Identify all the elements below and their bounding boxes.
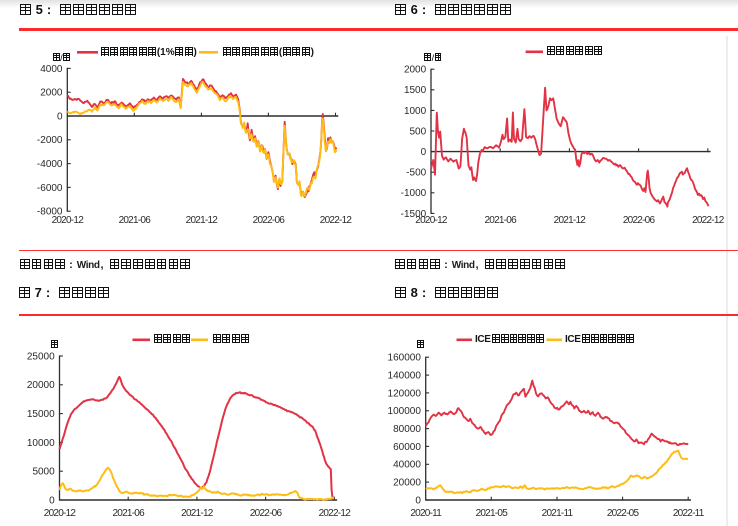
svg-text:-1000: -1000 <box>401 188 427 199</box>
svg-text:2000: 2000 <box>40 88 63 99</box>
svg-text:2022-06: 2022-06 <box>253 215 286 226</box>
svg-text:2021-12: 2021-12 <box>554 215 587 226</box>
svg-text:2020-12: 2020-12 <box>44 508 77 519</box>
svg-text:80000: 80000 <box>393 424 421 435</box>
svg-text:2022-05: 2022-05 <box>607 508 640 519</box>
svg-text:2021-05: 2021-05 <box>476 508 509 519</box>
svg-text:60000: 60000 <box>393 442 421 453</box>
svg-text:20000: 20000 <box>27 380 55 391</box>
svg-text:15000: 15000 <box>27 409 55 420</box>
svg-text:-2000: -2000 <box>37 135 63 146</box>
svg-text:2000: 2000 <box>404 65 427 76</box>
svg-text:4000: 4000 <box>40 64 63 75</box>
svg-text:2022-06: 2022-06 <box>250 508 283 519</box>
svg-text:2021-11: 2021-11 <box>542 508 574 519</box>
svg-text:2022-12: 2022-12 <box>320 215 353 226</box>
svg-text:500: 500 <box>410 126 427 137</box>
svg-text:-1500: -1500 <box>401 209 427 220</box>
svg-text:-500: -500 <box>406 168 426 179</box>
svg-text:2021-06: 2021-06 <box>112 508 145 519</box>
svg-text:0: 0 <box>57 111 63 122</box>
svg-text:10000: 10000 <box>27 438 55 449</box>
svg-text:-4000: -4000 <box>37 159 63 170</box>
svg-text:2020-11: 2020-11 <box>410 508 442 519</box>
svg-text:5000: 5000 <box>32 467 55 478</box>
svg-text:100000: 100000 <box>388 406 422 417</box>
svg-text:1500: 1500 <box>404 85 427 96</box>
svg-text:0: 0 <box>421 147 427 158</box>
svg-text:2020-12: 2020-12 <box>52 215 85 226</box>
svg-text:2021-06: 2021-06 <box>484 215 517 226</box>
svg-text:2020-12: 2020-12 <box>415 215 448 226</box>
svg-text:2022-12: 2022-12 <box>319 508 352 519</box>
svg-text:20000: 20000 <box>393 478 421 489</box>
svg-text:0: 0 <box>415 495 421 506</box>
svg-text:0: 0 <box>49 495 55 506</box>
svg-text:160000: 160000 <box>388 353 422 364</box>
svg-text:-6000: -6000 <box>37 183 63 194</box>
svg-text:2021-12: 2021-12 <box>181 508 214 519</box>
svg-text:40000: 40000 <box>393 460 421 471</box>
svg-text:-8000: -8000 <box>37 207 63 218</box>
svg-text:2022-11: 2022-11 <box>673 508 705 519</box>
svg-text:2022-12: 2022-12 <box>692 215 725 226</box>
svg-text:2021-06: 2021-06 <box>119 215 152 226</box>
svg-text:120000: 120000 <box>388 388 422 399</box>
svg-text:2022-06: 2022-06 <box>623 215 656 226</box>
svg-text:25000: 25000 <box>27 351 55 362</box>
svg-text:2021-12: 2021-12 <box>186 215 219 226</box>
svg-text:1000: 1000 <box>404 106 427 117</box>
svg-text:140000: 140000 <box>388 370 422 381</box>
